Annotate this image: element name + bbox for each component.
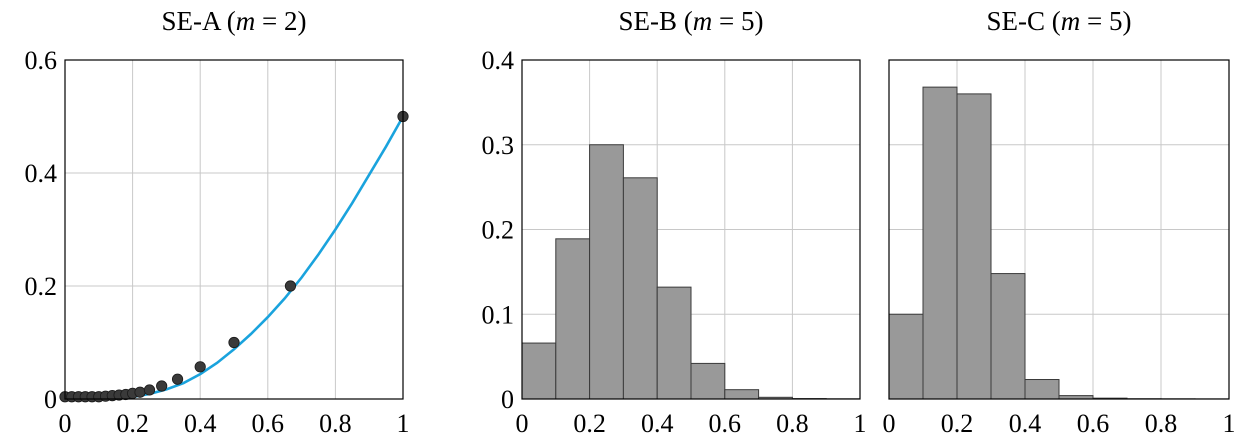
panel-title: SE-A (m = 2) (162, 6, 307, 36)
histogram-bar (990, 273, 1026, 400)
panel-title: SE-C (m = 5) (987, 6, 1132, 36)
data-point (134, 386, 146, 398)
title-variable: m (236, 6, 256, 36)
title-suffix: = 5) (1080, 6, 1131, 36)
x-tick-label: 0.4 (1009, 409, 1042, 438)
x-tick-label: 0.6 (709, 409, 742, 438)
x-tick-label: 0.8 (319, 409, 352, 438)
histogram-bar (521, 342, 557, 400)
panel-3: SE-C (m = 5) 0 0.2 0.4 0.6 0.8 1 (883, 6, 1236, 438)
y-tick-label: 0.6 (25, 46, 58, 75)
y-tick-label: 0.1 (482, 300, 515, 329)
x-tick-label: 0.2 (116, 409, 149, 438)
y-tick-label: 0.4 (482, 46, 515, 75)
x-tick-label: 0.8 (1145, 409, 1178, 438)
x-tick-label: 1 (397, 409, 410, 438)
title-prefix: SE-A ( (162, 6, 236, 36)
title-variable: m (1061, 6, 1081, 36)
x-tick-label: 0.8 (776, 409, 809, 438)
x-tick-label: 0 (883, 409, 896, 438)
data-point (171, 373, 184, 385)
title-prefix: SE-B ( (619, 6, 693, 36)
data-point (194, 361, 206, 373)
axes-frame (64, 59, 404, 400)
data-point (143, 384, 156, 396)
x-tick-label: 0.4 (641, 409, 674, 438)
title-variable: m (693, 6, 713, 36)
panel-2: SE-B (m = 5) 0 0.2 0.4 0.6 0.8 1 0 0.1 0.2 0.3 0.4 (482, 6, 867, 438)
x-tick-label: 0 (59, 409, 72, 438)
histogram-bar (690, 362, 726, 400)
x-tick-label: 0.6 (252, 409, 285, 438)
data-point (284, 280, 297, 292)
x-tick-label: 0.2 (573, 409, 606, 438)
histogram-bar (589, 144, 624, 400)
data-point (156, 380, 168, 392)
y-tick-label: 0.2 (482, 216, 515, 245)
histogram-bar (656, 286, 692, 400)
histogram-bar (888, 313, 924, 400)
histogram-bar (922, 86, 958, 400)
title-suffix: = 5) (712, 6, 763, 36)
x-tick-label: 0 (516, 409, 529, 438)
y-tick-label: 0 (44, 385, 57, 414)
data-point (228, 336, 240, 349)
title-suffix: = 2) (255, 6, 306, 36)
x-tick-label: 1 (1223, 409, 1236, 438)
x-tick-label: 0.6 (1077, 409, 1110, 438)
x-tick-label: 1 (854, 409, 867, 438)
histogram-bar (956, 93, 992, 400)
panel-1: SE-A (m = 2) 0 0.2 0.4 0.6 0.8 1 0 0.2 0.4 0.6 (25, 6, 410, 438)
histogram-bar (1024, 379, 1060, 400)
histogram-bar (622, 177, 658, 400)
axes-frame (521, 59, 861, 400)
fitted-curve (65, 115, 405, 401)
y-tick-label: 0.3 (482, 131, 515, 160)
histogram-bar (724, 389, 760, 400)
axes-frame (888, 59, 1230, 400)
title-prefix: SE-C ( (987, 6, 1061, 36)
y-tick-label: 0.2 (25, 272, 58, 301)
x-tick-label: 0.4 (184, 409, 217, 438)
x-tick-label: 0.2 (941, 409, 974, 438)
histogram-bar (555, 238, 591, 400)
y-tick-label: 0 (501, 385, 514, 414)
y-tick-label: 0.4 (25, 159, 58, 188)
panel-title: SE-B (m = 5) (619, 6, 764, 36)
